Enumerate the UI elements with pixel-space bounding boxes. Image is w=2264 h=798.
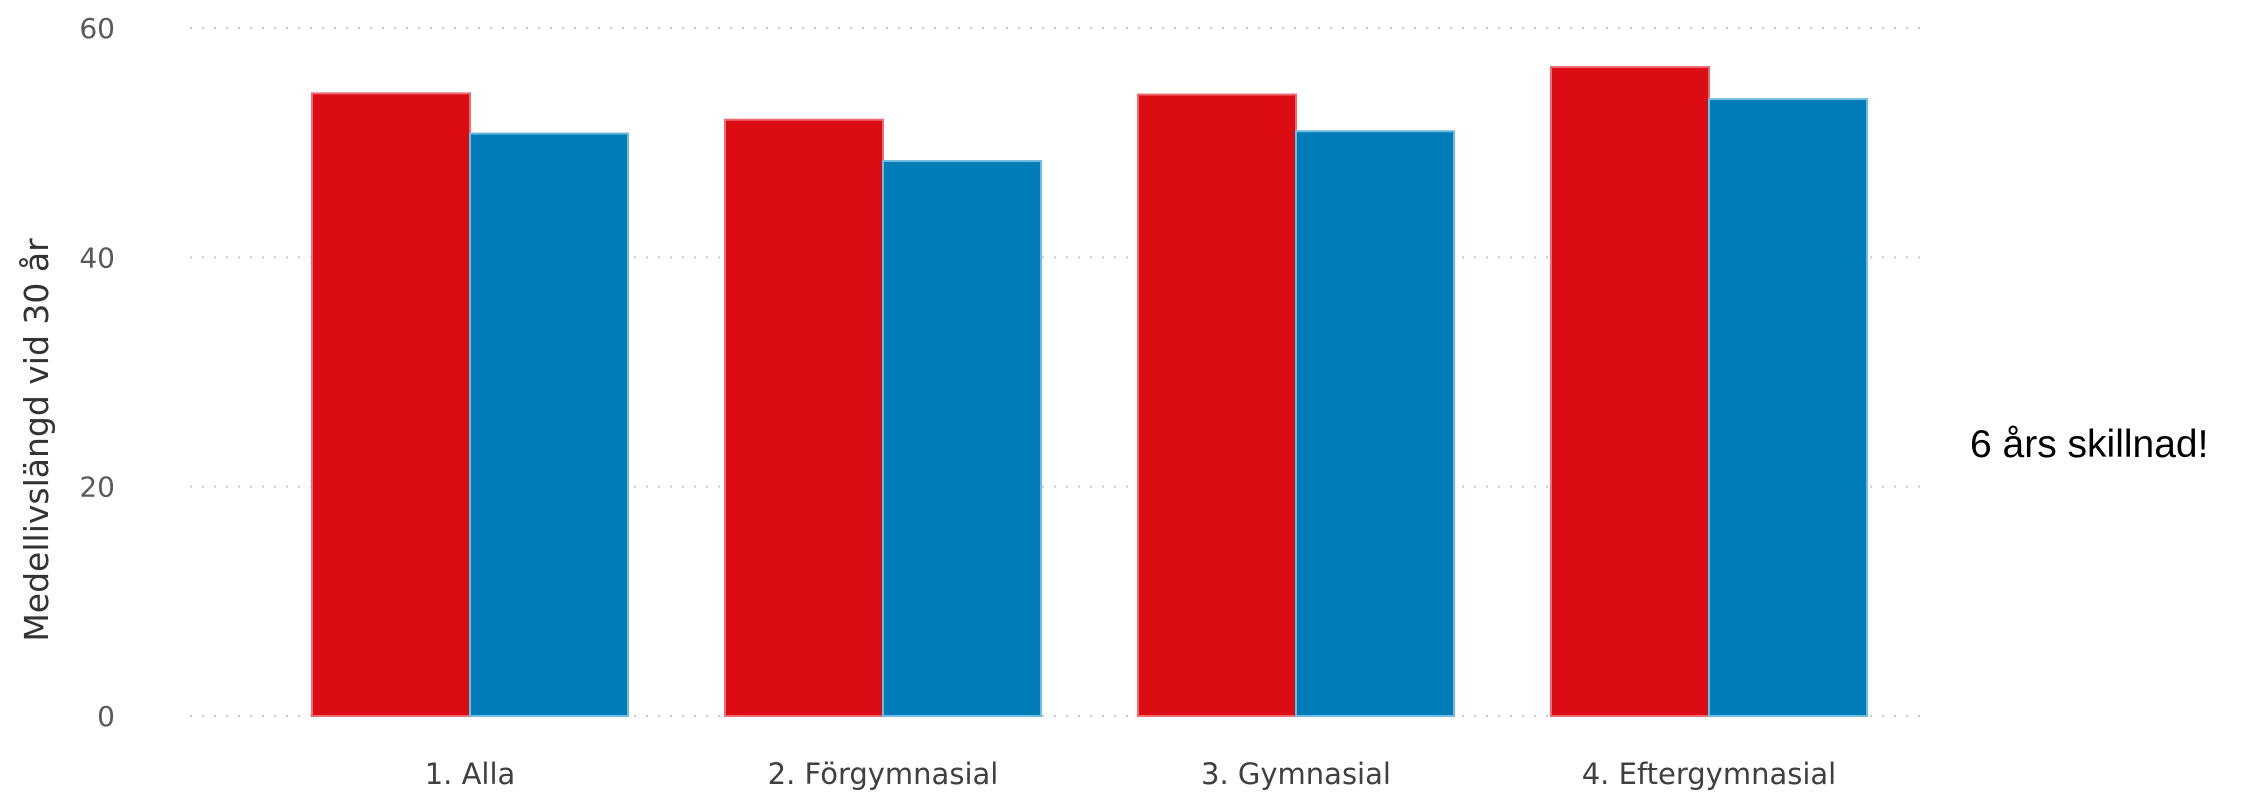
x-tick-label: 3. Gymnasial <box>1201 757 1391 791</box>
x-axis-ticks: 1. Alla 2. Förgymnasial 3. Gymnasial 4. Eft… <box>425 757 1837 791</box>
y-tick-label: 40 <box>79 241 115 274</box>
bar-series-2 <box>1295 130 1455 717</box>
bar-series-2 <box>1708 98 1868 718</box>
x-tick-label: 2. Förgymnasial <box>768 757 999 791</box>
y-axis-title: Medellivslängd vid 30 år <box>17 238 56 642</box>
bar-series-1 <box>311 92 471 718</box>
bar-series-1 <box>724 118 884 717</box>
bars <box>311 65 1868 718</box>
x-tick-label: 4. Eftergymnasial <box>1582 757 1837 791</box>
annotation-text: 6 års skillnad! <box>1970 423 2208 466</box>
bar-series-2 <box>882 160 1042 718</box>
bar-series-1 <box>1550 65 1710 717</box>
x-tick-label: 1. Alla <box>425 757 516 791</box>
y-tick-label: 60 <box>79 12 115 45</box>
y-axis-ticks: 0 20 40 60 <box>79 12 115 733</box>
bar-series-2 <box>469 132 629 717</box>
y-tick-label: 20 <box>79 471 115 504</box>
bar-series-1 <box>1137 93 1297 718</box>
y-tick-label: 0 <box>97 700 115 733</box>
